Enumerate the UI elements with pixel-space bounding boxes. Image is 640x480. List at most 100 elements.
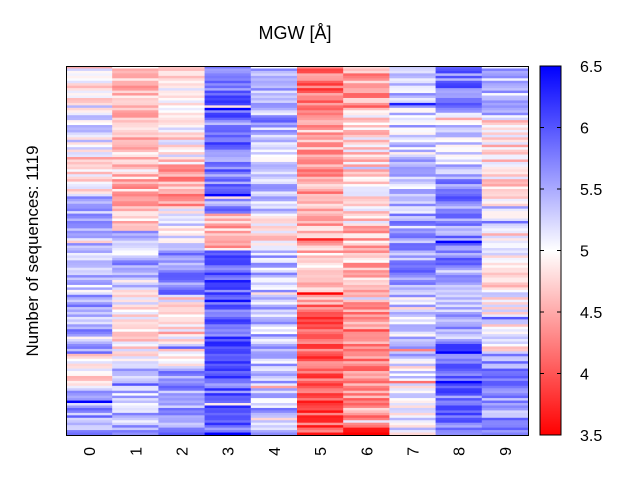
heatmap-cell bbox=[112, 366, 159, 369]
heatmap-cell bbox=[158, 294, 205, 298]
heatmap-cell bbox=[435, 420, 483, 424]
heatmap-cell bbox=[250, 102, 298, 106]
heatmap-cell bbox=[66, 129, 113, 133]
heatmap-cell bbox=[481, 309, 529, 313]
heatmap-cell bbox=[389, 267, 436, 271]
heatmap-cell bbox=[481, 400, 529, 404]
heatmap-cell bbox=[297, 105, 344, 109]
heatmap-cell bbox=[250, 144, 298, 148]
heatmap-cell bbox=[66, 157, 113, 160]
heatmap-cell bbox=[343, 196, 390, 200]
heatmap-cell bbox=[297, 292, 344, 296]
heatmap-cell bbox=[158, 78, 205, 82]
heatmap-cell bbox=[66, 326, 113, 330]
heatmap-cell bbox=[158, 70, 205, 74]
heatmap-cell bbox=[481, 353, 529, 357]
heatmap-cell bbox=[66, 100, 113, 104]
heatmap-cell bbox=[343, 211, 390, 214]
heatmap-cell bbox=[343, 390, 390, 394]
heatmap-cell bbox=[112, 412, 159, 416]
heatmap-cell bbox=[481, 181, 529, 185]
heatmap-cell bbox=[204, 203, 252, 207]
heatmap-cell bbox=[435, 373, 483, 377]
heatmap-cell bbox=[158, 257, 205, 261]
heatmap-cell bbox=[389, 346, 436, 350]
heatmap-cell bbox=[112, 395, 159, 399]
heatmap-cell bbox=[250, 159, 298, 163]
heatmap-cell bbox=[250, 272, 298, 276]
heatmap-cell bbox=[389, 250, 436, 254]
heatmap-cell bbox=[66, 93, 113, 96]
heatmap-cell bbox=[297, 149, 344, 153]
heatmap-cell bbox=[435, 193, 483, 197]
heatmap-cell bbox=[343, 405, 390, 409]
heatmap-cell bbox=[481, 270, 529, 274]
heatmap-cell bbox=[66, 346, 113, 350]
heatmap-cell bbox=[481, 102, 529, 106]
heatmap-cell bbox=[297, 100, 344, 104]
heatmap-cell bbox=[435, 80, 483, 84]
heatmap-cell bbox=[435, 243, 483, 246]
heatmap-cell bbox=[112, 186, 159, 190]
heatmap-cell bbox=[204, 230, 252, 234]
heatmap-cell bbox=[66, 336, 113, 340]
heatmap-cell bbox=[204, 154, 252, 158]
heatmap-cell bbox=[204, 216, 252, 219]
heatmap-cell bbox=[297, 228, 344, 232]
heatmap-cell bbox=[204, 144, 252, 148]
heatmap-cell bbox=[481, 294, 529, 298]
heatmap-cell bbox=[343, 403, 390, 406]
heatmap-cell bbox=[343, 240, 390, 244]
heatmap-cell bbox=[250, 245, 298, 249]
heatmap-cell bbox=[297, 213, 344, 217]
heatmap-cell bbox=[435, 201, 483, 205]
heatmap-cell bbox=[343, 97, 390, 101]
heatmap-cell bbox=[66, 97, 113, 101]
heatmap-cell bbox=[250, 112, 298, 116]
heatmap-cell bbox=[481, 425, 529, 429]
heatmap-cell bbox=[435, 164, 483, 168]
heatmap-cell bbox=[435, 166, 483, 170]
heatmap-cell bbox=[204, 321, 252, 325]
heatmap-cell bbox=[112, 127, 159, 131]
heatmap-cell bbox=[389, 213, 436, 217]
heatmap-cell bbox=[481, 97, 529, 101]
x-tick-label: 0 bbox=[82, 447, 99, 456]
heatmap-cell bbox=[250, 420, 298, 424]
heatmap-cell bbox=[435, 287, 483, 291]
heatmap-cell bbox=[250, 147, 298, 151]
heatmap-cell bbox=[435, 176, 483, 180]
heatmap-cell bbox=[297, 240, 344, 244]
heatmap-cell bbox=[343, 267, 390, 271]
heatmap-cell bbox=[158, 179, 205, 183]
heatmap-cell bbox=[343, 228, 390, 232]
heatmap-cell bbox=[343, 358, 390, 362]
heatmap-cell bbox=[112, 287, 159, 291]
heatmap-cell bbox=[204, 161, 252, 165]
heatmap-cell bbox=[66, 115, 113, 119]
heatmap-cell bbox=[435, 230, 483, 234]
heatmap-cell bbox=[343, 398, 390, 401]
heatmap-cell bbox=[158, 105, 205, 109]
heatmap-cell bbox=[481, 339, 529, 342]
heatmap-cell bbox=[66, 88, 113, 91]
heatmap-cell bbox=[250, 400, 298, 404]
heatmap-cell bbox=[343, 149, 390, 153]
heatmap-cell bbox=[158, 415, 205, 419]
heatmap-cell bbox=[389, 208, 436, 212]
heatmap-cell bbox=[204, 75, 252, 79]
heatmap-cell bbox=[297, 115, 344, 119]
heatmap-cell bbox=[204, 206, 252, 210]
heatmap-cell bbox=[297, 341, 344, 345]
heatmap-cell bbox=[481, 280, 529, 283]
heatmap-cell bbox=[343, 368, 390, 372]
heatmap-cell bbox=[158, 189, 205, 192]
heatmap-cell bbox=[112, 417, 159, 421]
heatmap-cell bbox=[250, 134, 298, 138]
heatmap-cell bbox=[481, 368, 529, 372]
heatmap-cell bbox=[297, 297, 344, 301]
heatmap-cell bbox=[481, 348, 529, 352]
heatmap-cell bbox=[343, 287, 390, 291]
heatmap-cell bbox=[112, 166, 159, 170]
heatmap-cell bbox=[343, 395, 390, 399]
